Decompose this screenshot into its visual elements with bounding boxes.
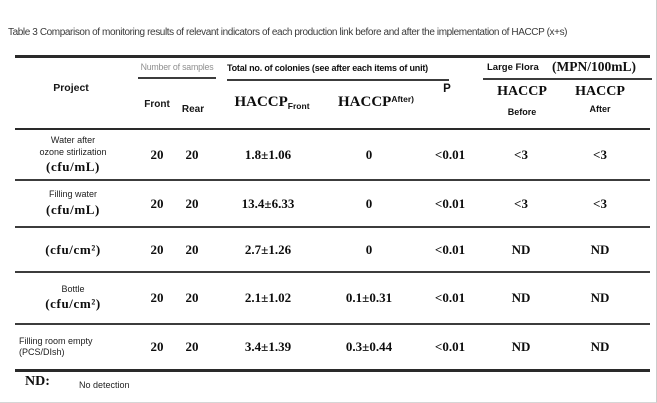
table-row: Filling water (cfu/mL) 20 20 13.4±6.33 0… bbox=[0, 181, 656, 226]
cell-value: ND bbox=[511, 290, 531, 305]
cell-value: 0 bbox=[365, 195, 373, 211]
row-name-line: Filling water bbox=[48, 189, 97, 200]
cell-value: ND bbox=[590, 290, 610, 305]
front-column-header: Front bbox=[144, 99, 170, 110]
rear-column-header: Rear bbox=[181, 104, 205, 115]
cell-value: ND bbox=[590, 241, 610, 257]
row-unit: (cfu/mL) bbox=[46, 159, 100, 174]
row-label: Filling water (cfu/mL) bbox=[15, 181, 131, 226]
row-name-line: ozone stirlization bbox=[39, 146, 107, 157]
flora-after-haccp-label: HACCP bbox=[575, 84, 625, 99]
colonies-group-header: Total no. of colonies (see after each it… bbox=[227, 63, 428, 73]
p-column-header: P bbox=[443, 83, 451, 95]
row-label: Bottle (cfu/cm²) bbox=[15, 273, 131, 323]
flora-group-unit: (MPN/100mL) bbox=[552, 59, 636, 74]
haccp-label: HACCP bbox=[234, 94, 288, 110]
cell-value: 20 bbox=[150, 241, 164, 257]
samples-group-header: Number of samples bbox=[140, 62, 214, 72]
table-title: Table 3 Comparison of monitoring results… bbox=[8, 27, 568, 38]
cell-value: <3 bbox=[593, 147, 607, 162]
haccp-after-column-header: HACCPAfter) bbox=[338, 93, 414, 111]
cell-value: ND bbox=[511, 339, 531, 354]
table-row: Bottle (cfu/cm²) 20 20 2.1±1.02 0.1±0.31… bbox=[0, 273, 656, 323]
cell-value: 20 bbox=[185, 195, 199, 211]
cell-value: <3 bbox=[514, 147, 528, 162]
flora-group-label: Large Flora bbox=[487, 62, 539, 73]
row-label: Water after ozone stirlization (cfu/mL) bbox=[15, 130, 131, 180]
cell-value: <0.01 bbox=[434, 241, 466, 257]
row-name-line: Filling room empty bbox=[19, 335, 93, 346]
cell-value: 20 bbox=[150, 147, 164, 162]
cell-value: <0.01 bbox=[434, 195, 466, 211]
haccp-after-superscript: After) bbox=[391, 94, 414, 104]
haccp-label: HACCP bbox=[338, 94, 392, 110]
cell-value: 20 bbox=[150, 339, 164, 354]
row-unit: (cfu/cm²) bbox=[45, 242, 101, 257]
row-divider bbox=[15, 323, 650, 325]
cell-value: <0.01 bbox=[434, 339, 466, 354]
cell-value: 0 bbox=[365, 147, 373, 162]
row-divider bbox=[15, 226, 650, 228]
samples-group-underline bbox=[138, 77, 216, 79]
table-row: (cfu/cm²) 20 20 2.7±1.26 0 <0.01 ND ND bbox=[0, 228, 656, 271]
flora-group-underline bbox=[483, 78, 652, 80]
cell-value: 20 bbox=[185, 241, 199, 257]
cell-value: 20 bbox=[185, 290, 199, 305]
cell-value: 20 bbox=[150, 290, 164, 305]
cell-value: 0 bbox=[365, 241, 373, 257]
cell-value: <3 bbox=[593, 195, 607, 211]
cell-value: ND bbox=[590, 339, 610, 354]
cell-value: 2.1±1.02 bbox=[244, 290, 292, 305]
cell-value: <0.01 bbox=[434, 147, 466, 162]
project-column-header: Project bbox=[53, 82, 89, 94]
cell-value: 20 bbox=[185, 147, 199, 162]
cell-value: <0.01 bbox=[434, 290, 466, 305]
row-label: (cfu/cm²) bbox=[15, 228, 131, 271]
table-row: Water after ozone stirlization (cfu/mL) … bbox=[0, 130, 656, 180]
row-divider bbox=[15, 271, 650, 273]
cell-value: 2.7±1.26 bbox=[244, 241, 292, 257]
nd-footnote-abbr: ND: bbox=[25, 374, 50, 389]
row-name-line: (PCS/DIsh) bbox=[19, 347, 65, 357]
cell-value: ND bbox=[511, 241, 531, 257]
cell-value: 13.4±6.33 bbox=[241, 195, 295, 211]
flora-after-sublabel: After bbox=[589, 104, 611, 114]
cell-value: <3 bbox=[514, 195, 528, 211]
flora-before-haccp-label: HACCP bbox=[497, 84, 547, 99]
row-name-line: Water after bbox=[50, 135, 96, 145]
table-top-border bbox=[15, 55, 650, 58]
table-bottom-border bbox=[15, 369, 650, 372]
header-divider bbox=[15, 128, 650, 130]
row-unit: (cfu/cm²) bbox=[45, 296, 101, 312]
cell-value: 0.1±0.31 bbox=[345, 290, 393, 305]
haccp-front-subscript: Front bbox=[287, 101, 310, 111]
flora-before-sublabel: Before bbox=[507, 107, 537, 117]
cell-value: 20 bbox=[185, 339, 199, 354]
colonies-group-underline bbox=[227, 79, 449, 81]
table-row: Filling room empty (PCS/DIsh) 20 20 3.4±… bbox=[0, 325, 656, 369]
haccp-front-column-header: HACCPFront bbox=[234, 93, 309, 111]
cell-value: 0.3±0.44 bbox=[345, 339, 393, 354]
row-divider bbox=[15, 179, 650, 181]
row-unit: (cfu/mL) bbox=[46, 201, 100, 217]
cell-value: 20 bbox=[150, 195, 164, 211]
nd-footnote-text: No detection bbox=[79, 380, 130, 390]
cell-value: 3.4±1.39 bbox=[244, 339, 292, 354]
row-label: Filling room empty (PCS/DIsh) bbox=[15, 325, 131, 369]
row-name-line: Bottle bbox=[61, 283, 85, 294]
cell-value: 1.8±1.06 bbox=[244, 147, 292, 162]
